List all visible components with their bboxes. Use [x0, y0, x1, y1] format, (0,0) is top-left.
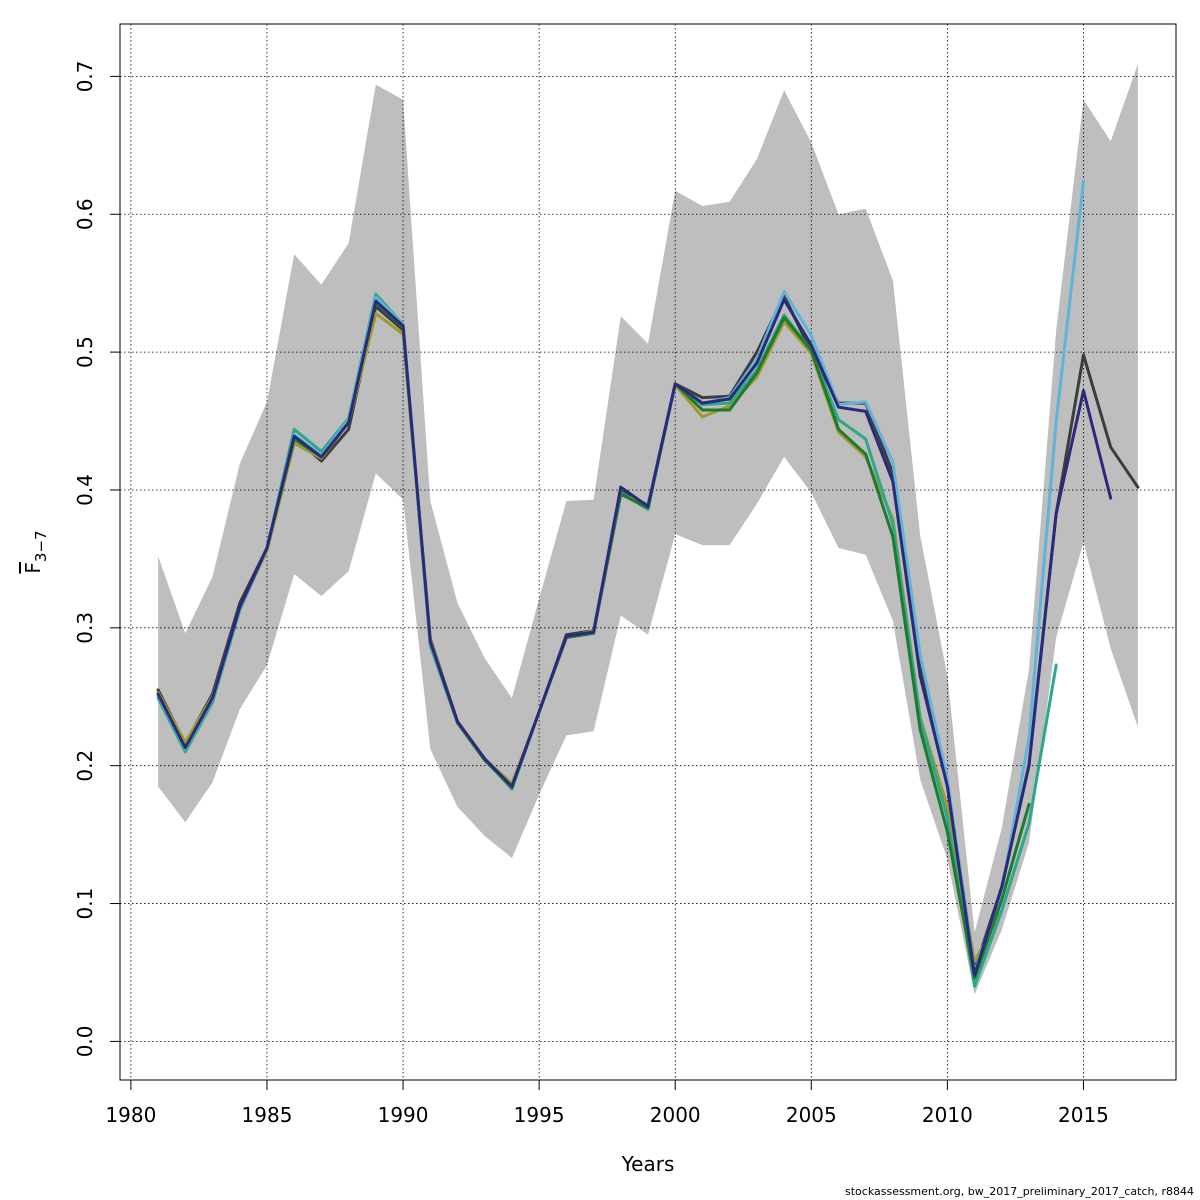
y-tick-label: 0.7 [73, 60, 97, 92]
y-tick-label: 0.5 [73, 336, 97, 368]
x-tick-label: 1985 [242, 1103, 293, 1127]
x-tick-label: 2000 [650, 1103, 701, 1127]
svg-text:F3−7: F3−7 [21, 530, 50, 573]
y-axis: 0.0 0.1 0.2 0.3 0.4 0.5 0.6 0.7 [73, 60, 121, 1057]
footer-source: stockassessment.org, bw_2017_preliminary… [845, 1185, 1194, 1198]
y-tick-label: 0.3 [73, 612, 97, 644]
y-tick-label: 0.2 [73, 750, 97, 782]
grid-lines [120, 24, 1176, 1080]
x-tick-label: 1990 [378, 1103, 429, 1127]
x-tick-label: 2010 [922, 1103, 973, 1127]
y-tick-label: 0.6 [73, 198, 97, 230]
y-axis-title-main: F [21, 562, 45, 574]
x-tick-label: 1980 [105, 1103, 156, 1127]
y-tick-label: 0.4 [73, 474, 97, 506]
x-tick-label: 1995 [514, 1103, 565, 1127]
x-tick-label: 2015 [1058, 1103, 1109, 1127]
x-axis: 1980 1985 1990 1995 2000 2005 2010 2015 [105, 1079, 1109, 1127]
series-line-6 [156, 298, 1113, 977]
y-tick-label: 0.0 [73, 1025, 97, 1057]
confidence-band [158, 64, 1138, 995]
y-axis-title: F3−7 [21, 530, 50, 573]
x-tick-label: 2005 [786, 1103, 837, 1127]
x-axis-title: Years [621, 1152, 675, 1176]
y-tick-label: 0.1 [73, 888, 97, 920]
y-axis-title-subscript: 3−7 [32, 530, 50, 562]
series-lines [156, 179, 1140, 988]
